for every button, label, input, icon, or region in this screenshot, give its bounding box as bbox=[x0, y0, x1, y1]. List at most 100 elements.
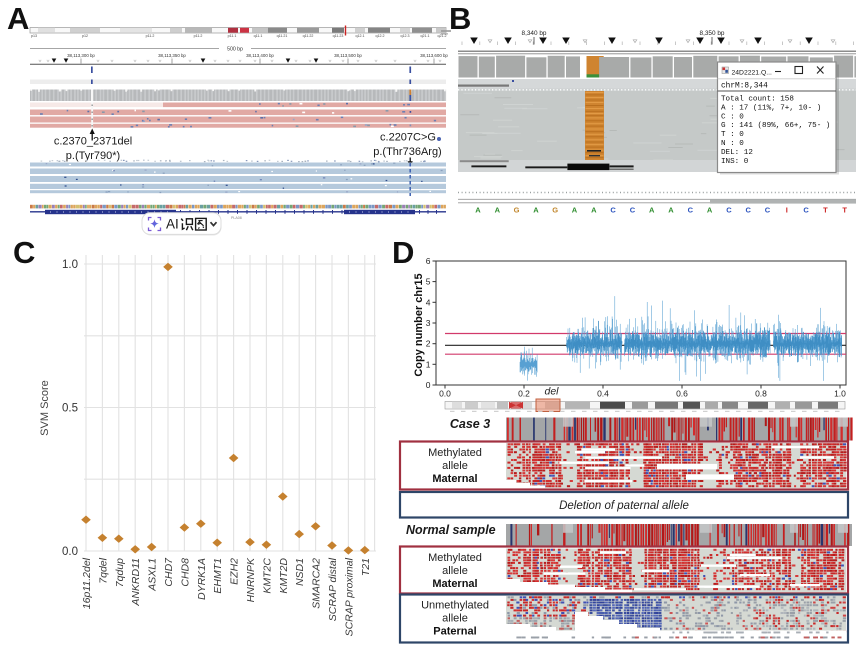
svg-text:6: 6 bbox=[426, 256, 431, 266]
svg-text:A: A bbox=[649, 206, 655, 215]
svg-text:8,340 bp: 8,340 bp bbox=[522, 30, 547, 37]
svg-text:PLA08: PLA08 bbox=[231, 216, 242, 220]
svg-text:C: C bbox=[765, 206, 771, 215]
svg-text:0.4: 0.4 bbox=[597, 389, 609, 399]
svg-text:0.0: 0.0 bbox=[62, 546, 78, 558]
svg-text:q12.3: q12.3 bbox=[401, 34, 410, 38]
svg-text:4: 4 bbox=[426, 297, 431, 307]
svg-text:q11.22: q11.22 bbox=[303, 34, 314, 38]
svg-text:Copy number chr15: Copy number chr15 bbox=[413, 273, 425, 376]
svg-text:SCRAP distal: SCRAP distal bbox=[327, 557, 339, 621]
svg-text:A: A bbox=[591, 206, 597, 215]
svg-text:C: C bbox=[803, 206, 809, 215]
svg-text:EZH2: EZH2 bbox=[229, 558, 241, 585]
svg-text:C: C bbox=[745, 206, 751, 215]
svg-text:C: C bbox=[13, 235, 35, 270]
svg-text:B: B bbox=[449, 1, 471, 36]
svg-text:T21: T21 bbox=[360, 558, 372, 576]
svg-text:c.2207C>G: c.2207C>G bbox=[380, 132, 436, 144]
svg-text:C: C bbox=[610, 206, 616, 215]
svg-text:G : 141 (89%, 66+, 75- ): G : 141 (89%, 66+, 75- ) bbox=[721, 122, 830, 130]
svg-text:0.8: 0.8 bbox=[755, 389, 767, 399]
svg-text:ANKRD11: ANKRD11 bbox=[130, 558, 142, 607]
svg-text:A: A bbox=[7, 1, 29, 36]
svg-text:p12: p12 bbox=[82, 34, 88, 38]
svg-text:AI: AI bbox=[166, 217, 179, 232]
svg-text:q11.21: q11.21 bbox=[277, 34, 288, 38]
svg-text:A: A bbox=[572, 206, 578, 215]
svg-text:T: T bbox=[823, 206, 828, 215]
svg-text:Case 3: Case 3 bbox=[450, 417, 490, 431]
svg-text:38,113,500 bp: 38,113,500 bp bbox=[334, 53, 362, 58]
svg-text:38,113,300 bp: 38,113,300 bp bbox=[67, 53, 95, 58]
svg-text:5: 5 bbox=[426, 277, 431, 287]
svg-text:7qdel: 7qdel bbox=[97, 557, 109, 583]
svg-text:del: del bbox=[544, 386, 559, 398]
svg-text:N : 0: N : 0 bbox=[721, 140, 744, 148]
svg-text:c.2370_2371del: c.2370_2371del bbox=[54, 136, 132, 148]
svg-text:p11.2: p11.2 bbox=[194, 34, 203, 38]
svg-text:q11.1: q11.1 bbox=[254, 34, 263, 38]
svg-text:HNRNPK: HNRNPK bbox=[245, 557, 257, 602]
svg-text:p13: p13 bbox=[31, 34, 37, 38]
svg-text:1.0: 1.0 bbox=[834, 389, 846, 399]
svg-text:A: A bbox=[495, 206, 501, 215]
svg-text:Methylated: Methylated bbox=[428, 447, 482, 459]
svg-text:Normal sample: Normal sample bbox=[406, 523, 496, 537]
svg-text:16p11.2del: 16p11.2del bbox=[81, 557, 93, 609]
svg-text:A: A bbox=[707, 206, 713, 215]
svg-text:Methylated: Methylated bbox=[428, 552, 482, 564]
svg-text:T: T bbox=[842, 206, 847, 215]
svg-text:q12.2: q12.2 bbox=[376, 34, 385, 38]
svg-text:1.0: 1.0 bbox=[62, 259, 78, 271]
svg-text:DYRK1A: DYRK1A bbox=[196, 558, 208, 600]
svg-text:DEL: 12: DEL: 12 bbox=[721, 149, 753, 157]
svg-text:0.2: 0.2 bbox=[518, 389, 530, 399]
svg-text:A: A bbox=[533, 206, 539, 215]
svg-text:p.(Tyr790*): p.(Tyr790*) bbox=[66, 150, 120, 162]
svg-text:C: C bbox=[630, 206, 636, 215]
svg-text:A: A bbox=[475, 206, 481, 215]
svg-text:C: C bbox=[726, 206, 732, 215]
svg-text:p.(Thr736Arg): p.(Thr736Arg) bbox=[373, 146, 441, 158]
svg-text:38,113,350 bp: 38,113,350 bp bbox=[158, 53, 186, 58]
svg-text:KMT2C: KMT2C bbox=[261, 558, 273, 594]
svg-text:G: G bbox=[552, 206, 558, 215]
svg-text:Maternal: Maternal bbox=[432, 578, 477, 590]
svg-text:EHMT1: EHMT1 bbox=[212, 558, 224, 594]
svg-text:2: 2 bbox=[426, 339, 431, 349]
svg-text:Maternal: Maternal bbox=[432, 473, 477, 485]
svg-text:p11.2: p11.2 bbox=[146, 34, 155, 38]
svg-text:3: 3 bbox=[426, 318, 431, 328]
svg-text:p11.1: p11.1 bbox=[228, 34, 237, 38]
svg-text:q12.1: q12.1 bbox=[356, 34, 365, 38]
svg-text:Total count: 158: Total count: 158 bbox=[721, 96, 794, 104]
svg-text:7qdup: 7qdup bbox=[114, 558, 126, 587]
svg-text:38,113,600 bp: 38,113,600 bp bbox=[420, 53, 448, 58]
svg-text:D: D bbox=[392, 235, 414, 270]
svg-text:q21.1: q21.1 bbox=[421, 34, 430, 38]
svg-text:0.6: 0.6 bbox=[676, 389, 688, 399]
svg-text:SCRAP proximal: SCRAP proximal bbox=[343, 557, 355, 636]
svg-text:Deletion of paternal allele: Deletion of paternal allele bbox=[559, 500, 689, 512]
svg-text:KMT2D: KMT2D bbox=[278, 558, 290, 594]
svg-text:0.5: 0.5 bbox=[62, 403, 78, 415]
svg-text:ASXL1: ASXL1 bbox=[147, 558, 159, 592]
svg-text:CHD8: CHD8 bbox=[179, 558, 191, 587]
svg-text:SMARCA2: SMARCA2 bbox=[311, 558, 323, 609]
svg-text:0: 0 bbox=[426, 380, 431, 390]
svg-text:NSD1: NSD1 bbox=[294, 558, 306, 586]
svg-text:24D2221.Q...: 24D2221.Q... bbox=[732, 70, 773, 77]
svg-text:C : 0: C : 0 bbox=[721, 113, 744, 121]
svg-text:A: A bbox=[668, 206, 674, 215]
svg-text:CHD7: CHD7 bbox=[163, 557, 175, 587]
svg-text:8,350 bp: 8,350 bp bbox=[700, 30, 725, 37]
svg-text:SVM Score: SVM Score bbox=[39, 380, 51, 436]
svg-text:q21.2: q21.2 bbox=[438, 34, 447, 38]
svg-text:0.0: 0.0 bbox=[439, 389, 451, 399]
svg-text:38,113,400 bp: 38,113,400 bp bbox=[246, 53, 274, 58]
svg-text:chrM:8,344: chrM:8,344 bbox=[721, 83, 768, 91]
svg-text:A : 17 (11%, 7+, 10- ): A : 17 (11%, 7+, 10- ) bbox=[721, 104, 821, 112]
svg-text:T : 0: T : 0 bbox=[721, 131, 744, 139]
svg-text:G: G bbox=[514, 206, 520, 215]
